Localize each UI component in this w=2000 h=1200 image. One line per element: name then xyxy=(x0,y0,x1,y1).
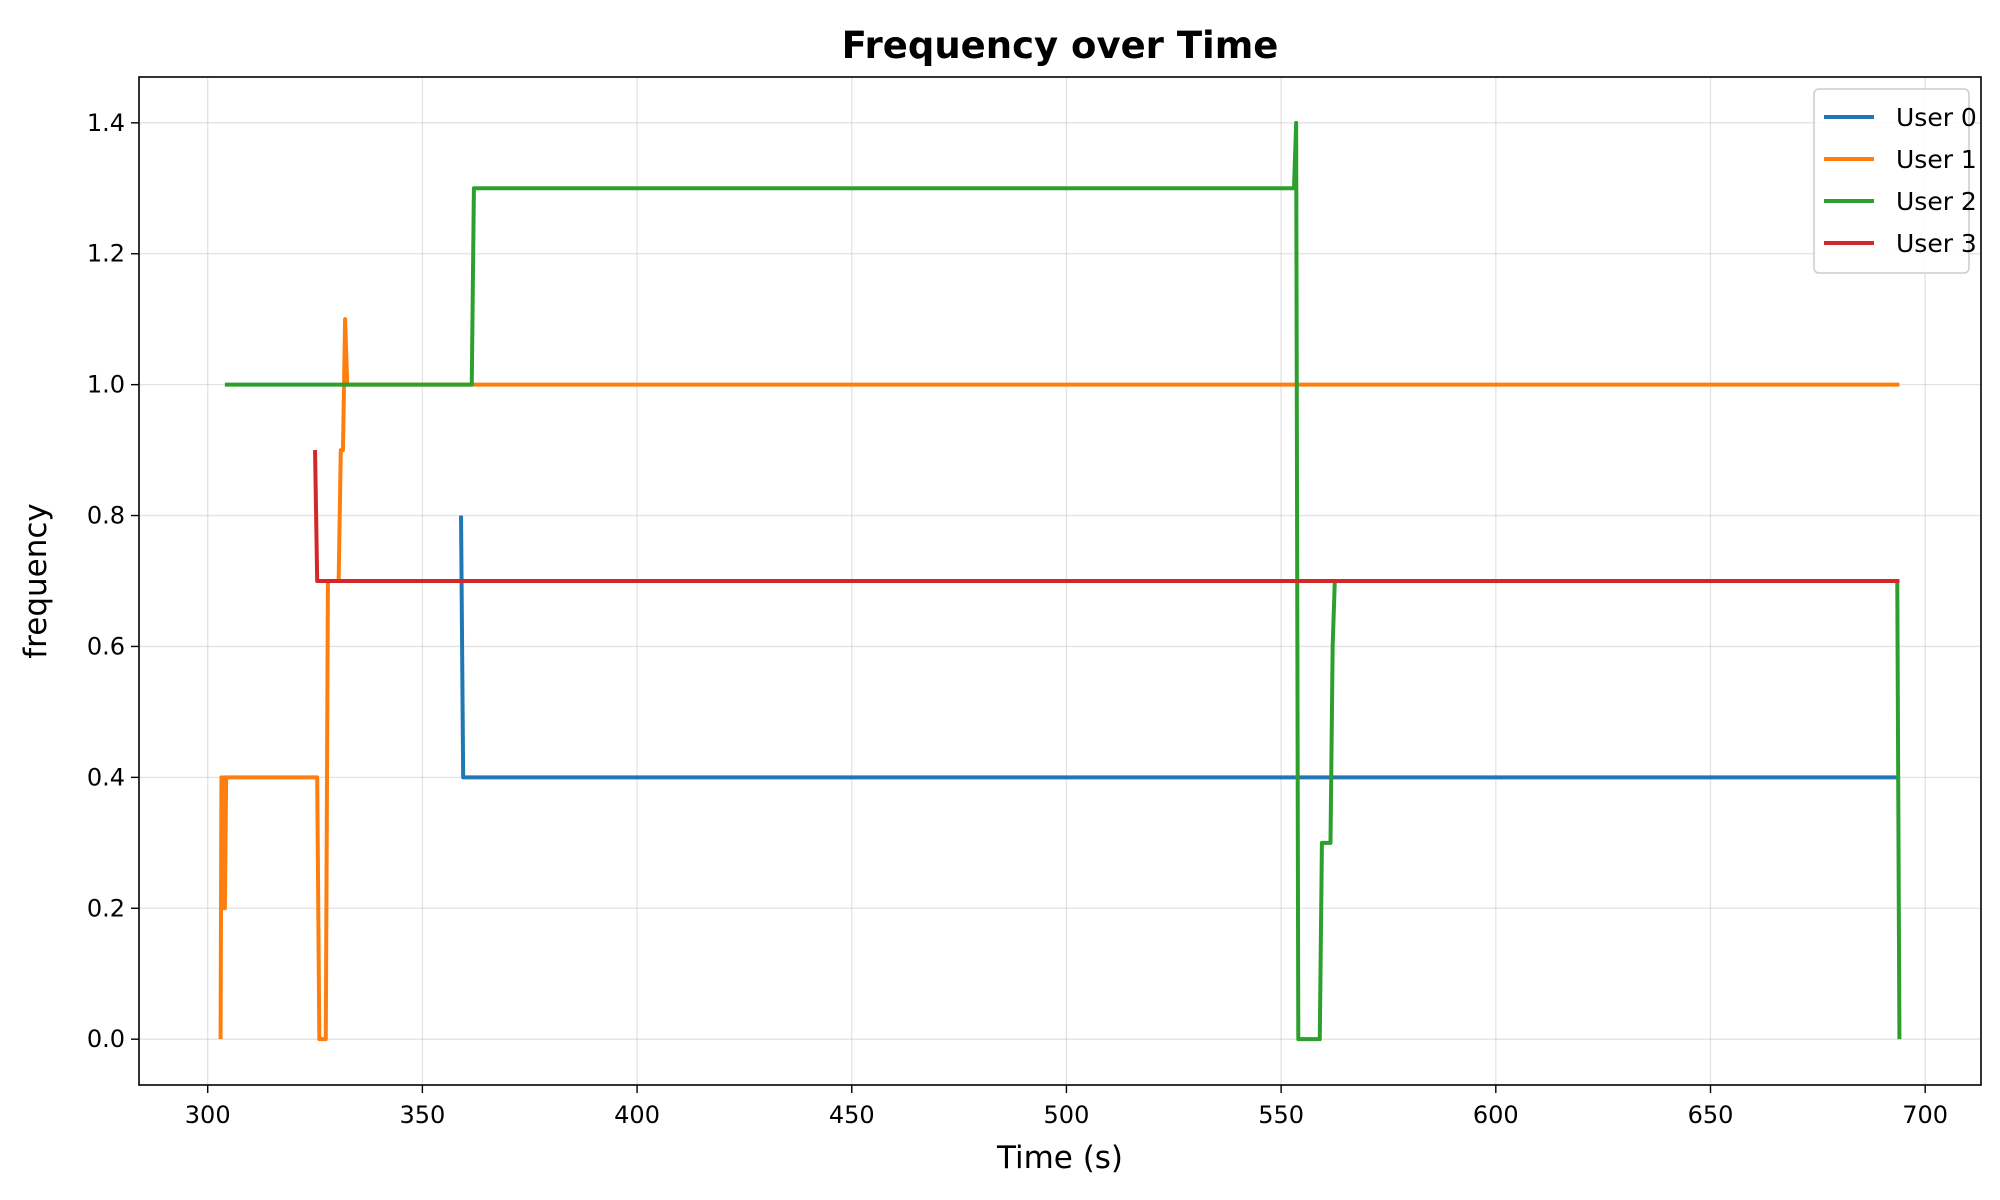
chart-title: Frequency over Time xyxy=(842,24,1279,67)
x-axis-title: Time (s) xyxy=(996,1140,1123,1176)
x-tick-label: 350 xyxy=(399,1101,445,1129)
y-tick-label: 1.4 xyxy=(87,109,125,137)
x-tick-label: 400 xyxy=(614,1101,660,1129)
y-tick-label: 0.4 xyxy=(87,763,125,791)
x-tick-label: 550 xyxy=(1258,1101,1304,1129)
x-tick-label: 600 xyxy=(1473,1101,1519,1129)
y-tick-label: 0.8 xyxy=(87,502,125,530)
y-tick-label: 0.6 xyxy=(87,632,125,660)
legend-label: User 3 xyxy=(1896,229,1977,258)
y-tick-label: 0.0 xyxy=(87,1025,125,1053)
y-tick-label: 1.2 xyxy=(87,240,125,268)
y-axis-title: frequency xyxy=(18,503,54,658)
legend: User 0 User 1 User 2 User 3 xyxy=(1813,88,1977,274)
y-tick-label: 1.0 xyxy=(87,371,125,399)
legend-label: User 1 xyxy=(1896,145,1977,174)
series-layer xyxy=(218,120,1902,1042)
legend-box xyxy=(1813,88,1970,274)
x-tick-label: 300 xyxy=(185,1101,231,1129)
series-line-user-3 xyxy=(313,450,1900,583)
x-tick-label: 650 xyxy=(1688,1101,1734,1129)
x-tick-label: 450 xyxy=(829,1101,875,1129)
y-tick-label: 0.2 xyxy=(87,894,125,922)
ticks-layer: 300 350 400 450 500 550 600 650 700 0.0 0.2 0.4 0.6 0… xyxy=(87,109,1948,1129)
legend-label: User 0 xyxy=(1896,103,1977,132)
x-tick-label: 700 xyxy=(1902,1101,1948,1129)
x-tick-label: 500 xyxy=(1044,1101,1090,1129)
legend-label: User 2 xyxy=(1896,187,1977,216)
plot-frame xyxy=(138,76,1982,1086)
